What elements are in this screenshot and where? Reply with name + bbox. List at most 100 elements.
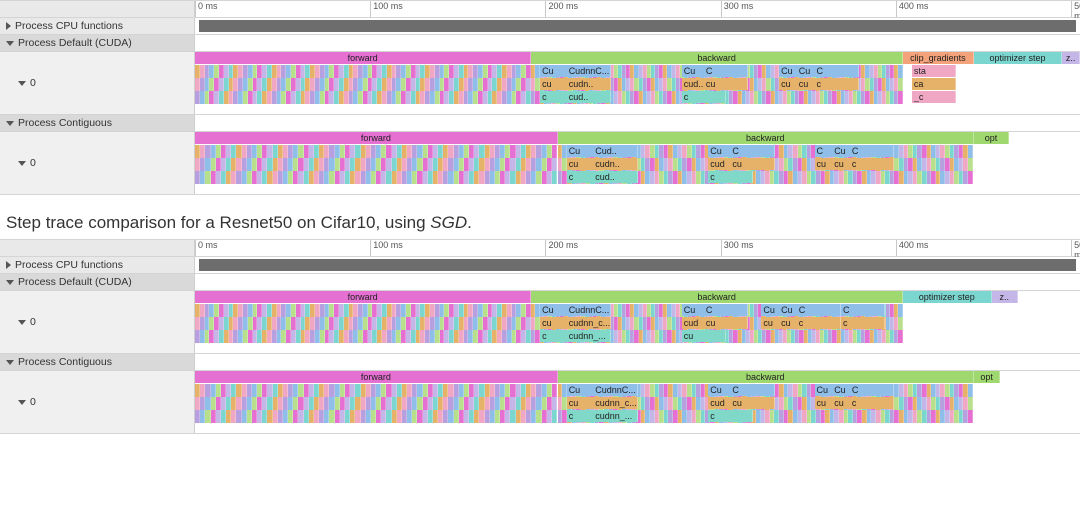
row-contiguous[interactable]: Process Contiguous (0, 115, 1080, 132)
trace-span[interactable]: forward (195, 132, 558, 144)
trace-span-label[interactable]: cu (730, 397, 774, 409)
flame-track[interactable]: forwardbackwardoptCucucCudnnC...cudnn_c.… (195, 371, 1080, 433)
trace-span[interactable]: opt (974, 371, 1001, 383)
ruler-track[interactable]: 0 ms100 ms200 ms300 ms400 ms500 ms (195, 1, 1080, 17)
trace-span-label[interactable]: C (797, 304, 841, 316)
trace-span[interactable]: opt (974, 132, 1009, 144)
profiler-bottom: 0 ms100 ms200 ms300 ms400 ms500 ms Proce… (0, 239, 1080, 434)
trace-span-label[interactable]: cu (704, 317, 748, 329)
trace-stripes (195, 397, 558, 410)
row-label-stream0[interactable]: 0 (0, 291, 195, 353)
trace-span[interactable]: backward (531, 291, 903, 303)
row-default-cuda[interactable]: Process Default (CUDA) (0, 35, 1080, 52)
trace-span-label[interactable]: CudnnC... (593, 384, 637, 396)
trace-span-label[interactable]: cudnn_c... (567, 317, 611, 329)
trace-span-label[interactable]: cudnn_... (567, 330, 611, 342)
trace-stripes (195, 330, 531, 343)
trace-span-label[interactable]: cu (682, 330, 726, 342)
trace-span-label[interactable]: C (704, 65, 748, 77)
trace-span[interactable]: optimizer step (903, 291, 992, 303)
label-text: Process Contiguous (18, 117, 112, 129)
ruler-label (0, 1, 195, 17)
row-label-contiguous[interactable]: Process Contiguous (0, 354, 195, 370)
trace-span[interactable]: forward (195, 371, 558, 383)
row-contiguous-stream0[interactable]: 0 forwardbackwardoptCucucCud..cudn..cud.… (0, 132, 1080, 195)
trace-span-label[interactable]: sta (912, 65, 956, 77)
disclosure-down-icon[interactable] (18, 400, 26, 405)
trace-span-label[interactable]: C (704, 304, 748, 316)
row-label-contiguous[interactable]: Process Contiguous (0, 115, 195, 131)
trace-span-label[interactable]: C (730, 384, 774, 396)
trace-span-label[interactable]: cu (704, 78, 748, 90)
trace-span[interactable]: backward (531, 52, 903, 64)
trace-span[interactable]: z.. (992, 291, 1019, 303)
trace-span-label[interactable]: c (850, 158, 894, 170)
trace-span-label[interactable]: _c (912, 91, 956, 103)
ruler-track[interactable]: 0 ms100 ms200 ms300 ms400 ms500 ms (195, 240, 1080, 256)
trace-span-label[interactable]: c (708, 410, 752, 422)
disclosure-down-icon[interactable] (18, 161, 26, 166)
disclosure-down-icon[interactable] (18, 81, 26, 86)
row-default-cuda-stream0[interactable]: 0 forwardbackwardoptimizer stepz..CucucC… (0, 291, 1080, 354)
row-contiguous-stream0[interactable]: 0 forwardbackwardoptCucucCudnnC...cudnn_… (0, 371, 1080, 434)
trace-span[interactable]: backward (558, 371, 974, 383)
trace-span-label[interactable]: C (850, 384, 894, 396)
disclosure-down-icon[interactable] (6, 41, 14, 46)
trace-span-label[interactable]: cudnn_c... (593, 397, 637, 409)
disclosure-down-icon[interactable] (18, 320, 26, 325)
disclosure-down-icon[interactable] (6, 360, 14, 365)
row-label-default-cuda[interactable]: Process Default (CUDA) (0, 35, 195, 51)
disclosure-down-icon[interactable] (6, 121, 14, 126)
trace-span-label[interactable]: c (797, 317, 841, 329)
trace-span-label[interactable]: Cud.. (593, 145, 637, 157)
trace-stripes (195, 410, 558, 423)
row-label-stream0[interactable]: 0 (0, 371, 195, 433)
disclosure-down-icon[interactable] (6, 280, 14, 285)
flame-track[interactable]: forwardbackwardoptimizer stepz..CucucCud… (195, 291, 1080, 353)
trace-span-label[interactable]: cudn.. (567, 78, 611, 90)
trace-span-label[interactable]: cud.. (567, 91, 611, 103)
flame-track[interactable]: forwardbackwardoptCucucCud..cudn..cud..C… (195, 132, 1080, 194)
trace-span-label[interactable]: c (815, 78, 859, 90)
empty-track (195, 274, 1080, 290)
disclosure-right-icon[interactable] (6, 22, 11, 30)
row-default-cuda-stream0[interactable]: 0 forwardbackwardclip_gradientsoptimizer… (0, 52, 1080, 115)
row-label-default-cuda[interactable]: Process Default (CUDA) (0, 274, 195, 290)
trace-span[interactable]: z.. (1062, 52, 1080, 64)
trace-span-label[interactable]: c (850, 397, 894, 409)
trace-span-label[interactable]: cudnn_... (593, 410, 637, 422)
ruler-tick: 200 ms (545, 240, 578, 256)
row-label-stream0[interactable]: 0 (0, 52, 195, 114)
trace-span-label[interactable]: c (841, 317, 885, 329)
ruler-tick: 200 ms (545, 1, 578, 17)
trace-span-label[interactable]: C (841, 304, 885, 316)
trace-span-label[interactable]: cu (730, 158, 774, 170)
trace-span[interactable]: backward (558, 132, 974, 144)
row-contiguous[interactable]: Process Contiguous (0, 354, 1080, 371)
trace-span-label[interactable]: C (730, 145, 774, 157)
cpu-track[interactable] (195, 18, 1080, 34)
trace-span[interactable]: forward (195, 291, 531, 303)
trace-span[interactable]: optimizer step (974, 52, 1063, 64)
cpu-track[interactable] (195, 257, 1080, 273)
trace-span[interactable]: forward (195, 52, 531, 64)
trace-span-label[interactable]: c (682, 91, 726, 103)
trace-span-label[interactable]: cudn.. (593, 158, 637, 170)
trace-stripes (195, 158, 558, 171)
trace-span[interactable]: clip_gradients (903, 52, 974, 64)
row-cpu-functions[interactable]: Process CPU functions (0, 18, 1080, 35)
row-cpu-functions[interactable]: Process CPU functions (0, 257, 1080, 274)
trace-span-label[interactable]: C (815, 65, 859, 77)
trace-span-label[interactable]: cud.. (593, 171, 637, 183)
row-label-cpu[interactable]: Process CPU functions (0, 18, 195, 34)
row-label-stream0[interactable]: 0 (0, 132, 195, 194)
trace-span-label[interactable]: CudnnC... (567, 65, 611, 77)
trace-span-label[interactable]: C (850, 145, 894, 157)
flame-track[interactable]: forwardbackwardclip_gradientsoptimizer s… (195, 52, 1080, 114)
disclosure-right-icon[interactable] (6, 261, 11, 269)
trace-span-label[interactable]: CudnnC... (567, 304, 611, 316)
row-default-cuda[interactable]: Process Default (CUDA) (0, 274, 1080, 291)
trace-span-label[interactable]: ca (912, 78, 956, 90)
trace-span-label[interactable]: c (708, 171, 752, 183)
row-label-cpu[interactable]: Process CPU functions (0, 257, 195, 273)
